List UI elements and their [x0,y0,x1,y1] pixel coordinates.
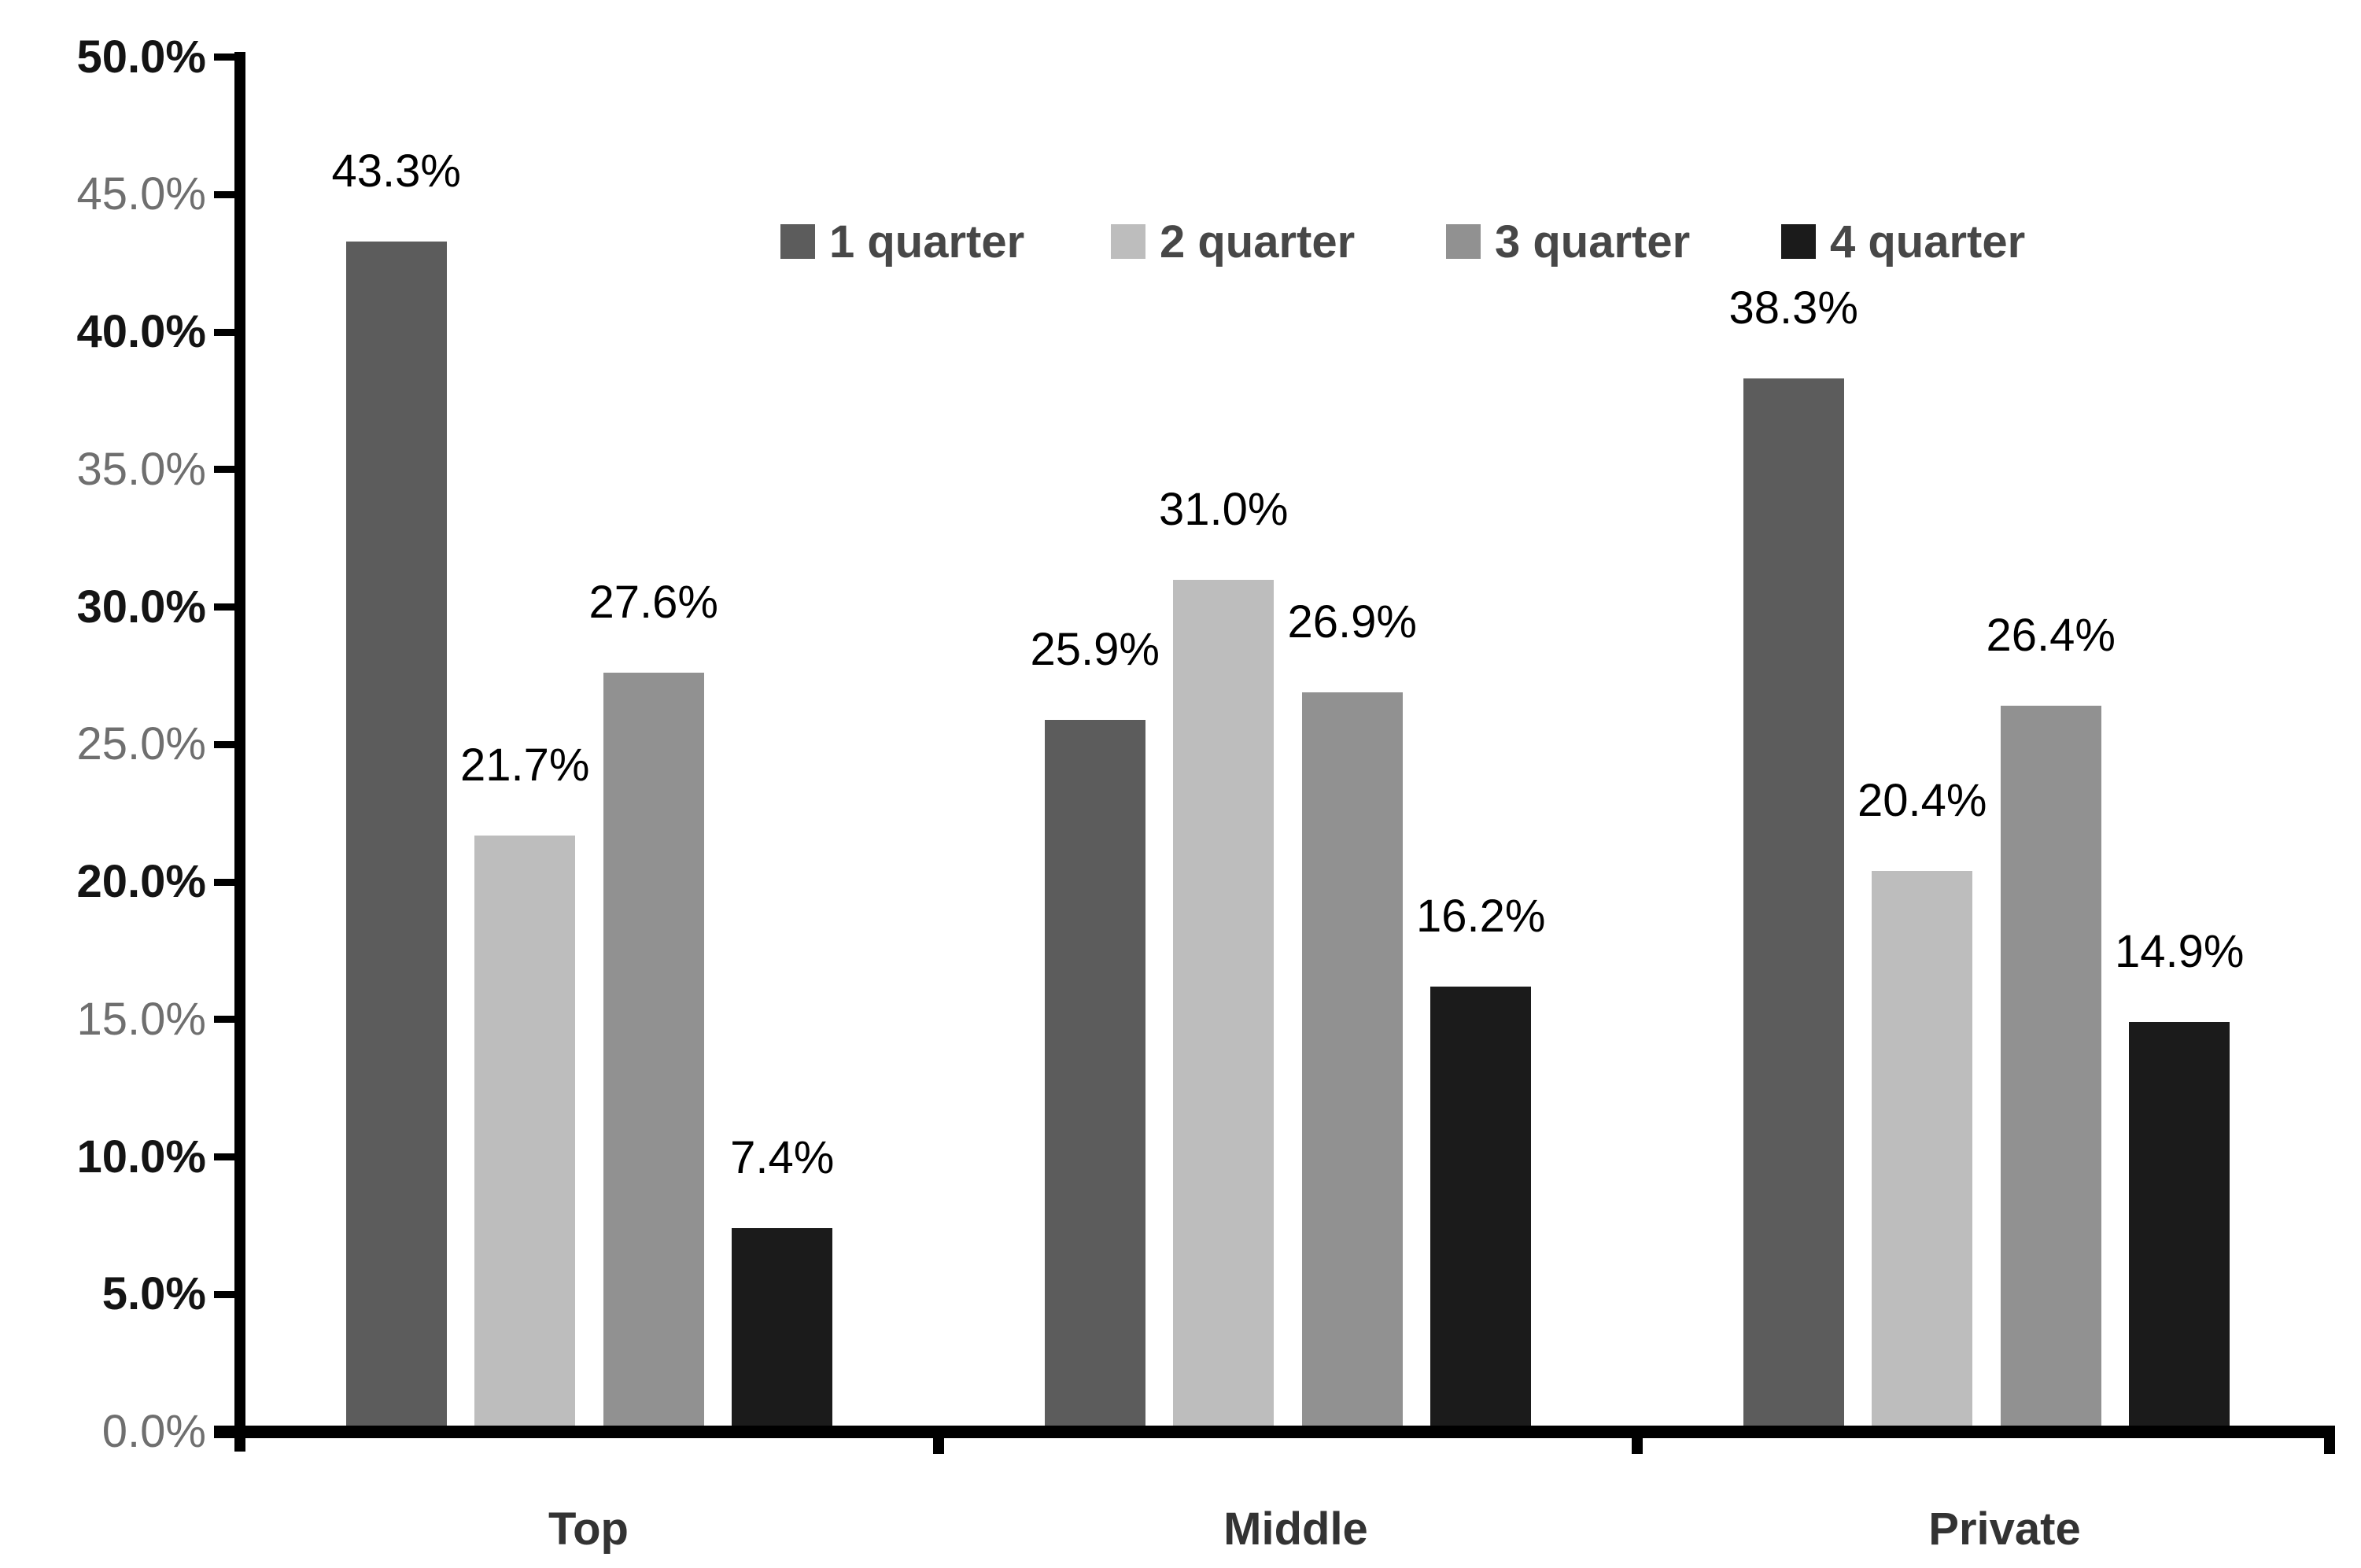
y-axis-tick-label: 45.0% [76,168,206,220]
bar-top-1-quarter [345,241,447,1430]
y-axis-tick-mark [214,1016,241,1024]
data-label-top-1-quarter: 43.3% [331,145,461,197]
bar-middle-4-quarter [1430,986,1532,1430]
legend-marker-1-quarter [780,224,815,259]
category-label-top: Top [548,1503,629,1555]
legend-marker-4-quarter [1781,224,1816,259]
bar-private-2-quarter [1872,871,1973,1430]
bar-middle-3-quarter [1301,692,1403,1430]
data-label-private-1-quarter: 38.3% [1728,282,1858,334]
x-axis-line [214,1426,2335,1438]
data-label-top-4-quarter: 7.4% [730,1132,835,1184]
y-axis-tick-label: 5.0% [101,1268,206,1320]
y-axis-tick-mark [214,466,241,474]
data-label-middle-1-quarter: 25.9% [1030,623,1160,675]
y-axis-tick-mark [214,53,241,61]
legend-marker-3-quarter [1446,224,1481,259]
y-axis-tick-label: 0.0% [101,1406,206,1457]
x-axis-boundary-tick [1632,1438,1643,1454]
y-axis-tick-mark [214,878,241,886]
y-axis-tick-mark [214,603,241,611]
y-axis-tick-label: 25.0% [76,718,206,770]
data-label-middle-3-quarter: 26.9% [1287,596,1417,647]
data-label-middle-2-quarter: 31.0% [1159,483,1289,535]
legend-label-2-quarter: 2 quarter [1160,216,1356,267]
x-axis-boundary-tick [2324,1438,2335,1454]
y-axis-tick-mark [214,740,241,748]
y-axis-tick-mark [214,328,241,336]
y-axis-tick-label: 15.0% [76,993,206,1045]
y-axis-tick-label: 40.0% [76,306,206,357]
legend-label-4-quarter: 4 quarter [1830,216,2026,267]
category-label-middle: Middle [1223,1503,1368,1555]
y-axis-tick-mark [214,190,241,198]
data-label-top-3-quarter: 27.6% [588,577,718,629]
bar-private-4-quarter [2129,1022,2230,1430]
y-axis-tick-label: 20.0% [76,856,206,907]
legend-marker-2-quarter [1111,224,1145,259]
y-axis-tick-label: 35.0% [76,443,206,495]
category-label-private: Private [1928,1503,2081,1555]
data-label-top-2-quarter: 21.7% [460,739,590,791]
data-label-private-3-quarter: 26.4% [1986,610,2116,662]
legend-label-1-quarter: 1 quarter [829,216,1025,267]
bar-private-1-quarter [1743,378,1844,1430]
bar-middle-1-quarter [1044,719,1145,1430]
y-axis-line [234,52,245,1452]
x-axis-boundary-tick [933,1438,944,1454]
y-axis-tick-mark [214,1153,241,1160]
bar-top-4-quarter [732,1228,833,1430]
y-axis-tick-mark [214,1290,241,1298]
bar-private-3-quarter [2000,706,2101,1430]
bar-middle-2-quarter [1173,579,1275,1430]
data-label-private-2-quarter: 20.4% [1857,775,1987,827]
data-label-middle-4-quarter: 16.2% [1416,890,1546,942]
data-label-private-4-quarter: 14.9% [2115,926,2245,978]
legend-label-3-quarter: 3 quarter [1495,216,1691,267]
y-axis-tick-label: 10.0% [76,1131,206,1182]
bar-top-3-quarter [603,673,704,1430]
y-axis-tick-label: 50.0% [76,31,206,83]
bar-top-2-quarter [474,835,576,1430]
y-axis-tick-label: 30.0% [76,581,206,633]
